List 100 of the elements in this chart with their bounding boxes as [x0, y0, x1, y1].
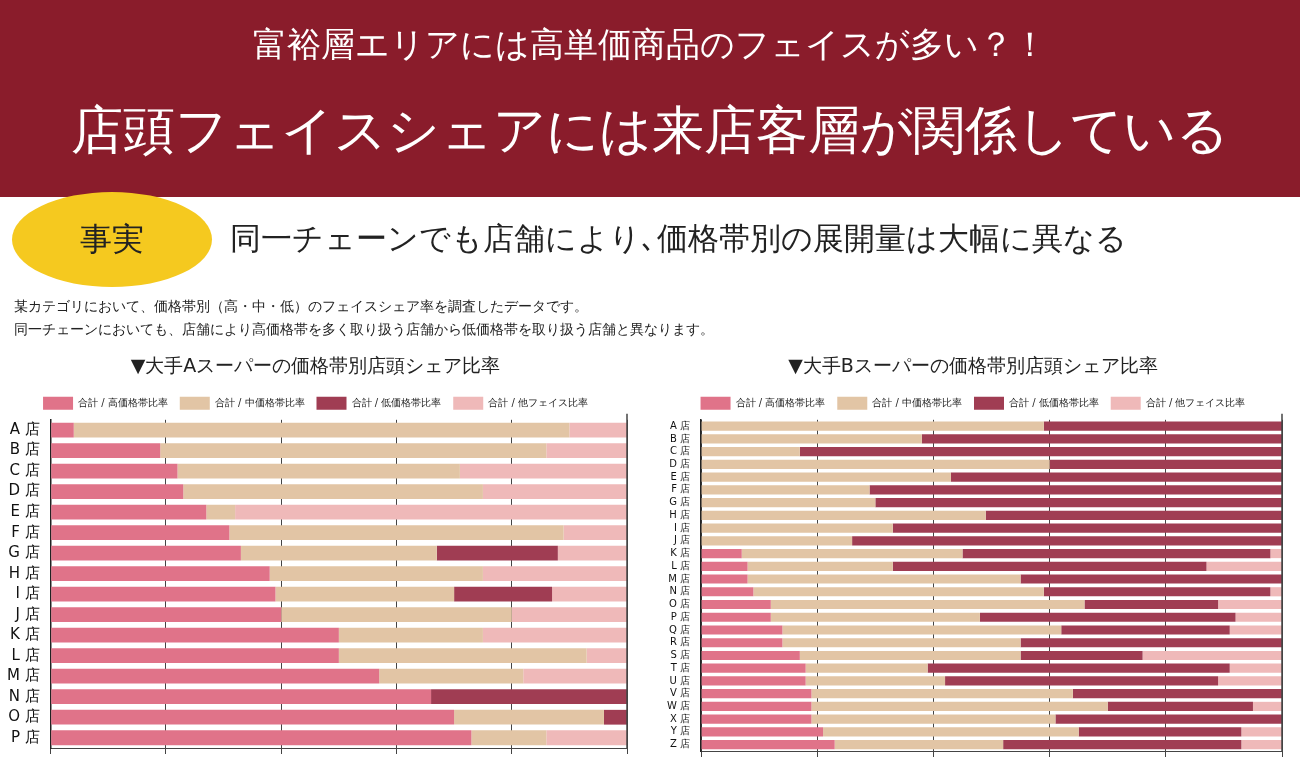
y-tick-label: Q 店	[669, 623, 691, 635]
bar	[206, 504, 236, 520]
bar	[1084, 599, 1219, 610]
y-tick-label: A 店	[670, 419, 691, 431]
bar	[51, 689, 432, 705]
bar	[563, 525, 627, 540]
bar	[1020, 574, 1282, 584]
bar	[235, 504, 627, 520]
bar	[701, 663, 806, 673]
bar	[927, 663, 1230, 673]
bar	[183, 484, 483, 499]
bar	[51, 709, 455, 725]
bar	[482, 484, 627, 499]
bar	[1107, 701, 1253, 711]
y-tick-label: D 店	[8, 481, 40, 500]
bar	[701, 523, 893, 533]
bar	[379, 668, 524, 684]
y-tick-label: G 店	[669, 496, 691, 508]
legend-label: 合計 / 高価格帯比率	[735, 396, 826, 408]
bar	[1061, 625, 1230, 635]
bar	[1270, 587, 1282, 597]
y-tick-label: C 店	[669, 445, 691, 457]
y-tick-label: K 店	[10, 625, 40, 644]
text: 店頭フェイスシェアには来店客層が関係している	[70, 99, 1230, 162]
bar	[701, 701, 812, 711]
bar	[51, 504, 207, 520]
text: 同一チェーンでも店舗により､価格帯別の展開量は大幅に異なる	[230, 219, 1127, 258]
bar	[753, 587, 1044, 597]
bar	[569, 422, 627, 438]
bar	[1049, 459, 1282, 469]
bar	[741, 548, 963, 559]
chart-title: ▼大手Bスーパーの価格帯別店頭シェア比率	[788, 354, 1158, 377]
y-tick-label: V 店	[670, 687, 691, 699]
legend-label: 合計 / 他フェイス比率	[1145, 396, 1246, 408]
bar	[770, 599, 1085, 610]
y-tick-label: W 店	[666, 700, 691, 712]
bar	[1229, 625, 1282, 635]
y-tick-label: P 店	[10, 727, 40, 746]
bar	[454, 586, 553, 602]
y-tick-label: K 店	[670, 547, 691, 559]
bar	[799, 447, 1282, 457]
bar	[1235, 612, 1282, 622]
bar	[701, 599, 771, 610]
y-tick-label: D 店	[669, 457, 691, 469]
bar	[782, 625, 1062, 635]
chart-title: ▼大手Aスーパーの価格帯別店頭シェア比率	[130, 354, 501, 377]
bar	[701, 510, 986, 520]
y-tick-label: G 店	[8, 543, 40, 562]
legend-label: 合計 / 他フェイス比率	[488, 396, 588, 408]
bar	[511, 607, 627, 623]
bar	[701, 536, 853, 546]
y-tick-label: L 店	[11, 645, 40, 664]
text: 某カテゴリにおいて、価格帯別（高・中・低）のフェイスシェア率を調査したデータです。	[14, 298, 588, 316]
bar	[51, 545, 241, 561]
bar	[747, 574, 1021, 584]
bar	[436, 545, 558, 561]
y-tick-label: E 店	[10, 502, 40, 520]
bar	[921, 434, 1282, 444]
bar	[701, 638, 783, 648]
bar	[1020, 638, 1282, 648]
bar	[701, 434, 922, 444]
bar	[747, 561, 893, 571]
bar	[51, 443, 161, 458]
bar	[701, 472, 951, 482]
bar	[701, 421, 1044, 431]
bar	[51, 586, 276, 602]
legend-label: 合計 / 中価格帯比率	[214, 396, 305, 408]
bar	[546, 443, 627, 458]
bar	[1229, 663, 1282, 673]
y-tick-label: S 店	[670, 649, 691, 661]
bar	[51, 607, 282, 623]
y-tick-label: R 店	[669, 636, 691, 648]
bar	[482, 566, 627, 582]
bar	[962, 548, 1271, 559]
bar	[701, 587, 754, 597]
bar	[51, 463, 178, 479]
bar	[979, 612, 1236, 622]
bar	[1055, 714, 1282, 724]
bar	[51, 730, 472, 746]
bar	[240, 545, 437, 561]
bar	[782, 638, 1021, 648]
bar	[1252, 701, 1282, 711]
bar	[177, 463, 460, 479]
bar	[811, 701, 1108, 711]
bar	[51, 668, 380, 684]
bar	[523, 668, 627, 684]
bar	[454, 709, 604, 725]
y-tick-label: O 店	[8, 707, 40, 726]
bar	[811, 714, 1056, 724]
bar	[603, 709, 627, 725]
bar	[546, 730, 627, 746]
bar	[701, 740, 835, 750]
bar	[1020, 650, 1143, 661]
bar	[51, 648, 339, 664]
bar	[229, 525, 564, 540]
bar	[1218, 676, 1282, 686]
bar	[482, 627, 627, 643]
bar	[51, 525, 230, 540]
legend-label: 合計 / 低価格帯比率	[1009, 396, 1099, 408]
bar	[51, 566, 270, 582]
